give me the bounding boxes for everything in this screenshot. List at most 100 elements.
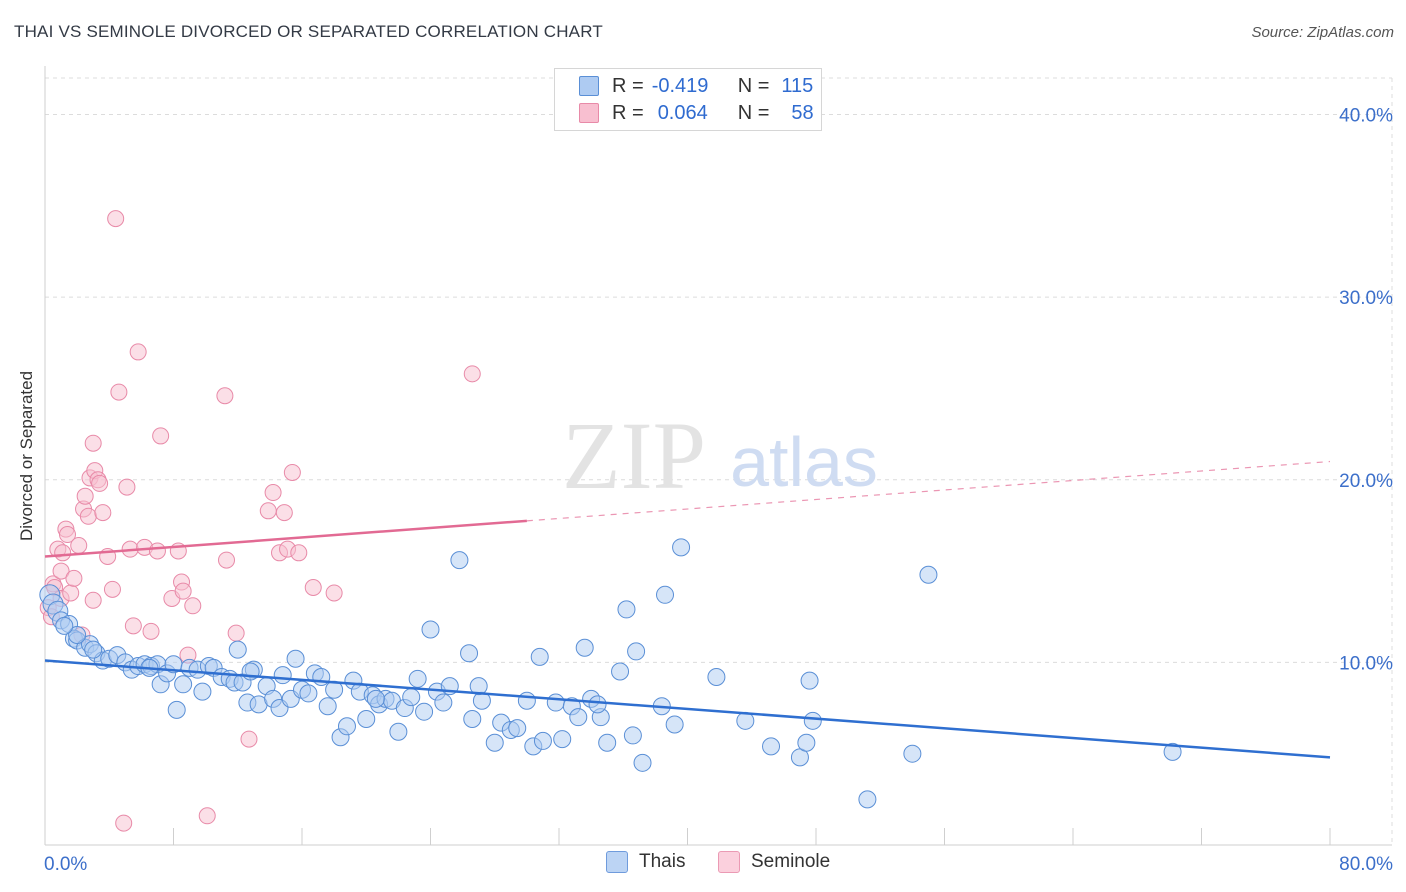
thais-legend-swatch bbox=[606, 851, 628, 873]
thais-legend-label: Thais bbox=[639, 851, 686, 872]
thai-point bbox=[1163, 742, 1182, 761]
y-tick-label: 20.0% bbox=[1339, 471, 1393, 492]
thai-point bbox=[508, 719, 527, 738]
thai-point bbox=[617, 600, 636, 619]
thai-point bbox=[408, 669, 427, 688]
thai-point bbox=[919, 565, 938, 584]
seminole-point bbox=[58, 526, 76, 544]
thai-r-label: R = bbox=[612, 74, 644, 97]
seminole-point bbox=[283, 463, 301, 481]
thai-point bbox=[553, 730, 572, 749]
seminole-legend-swatch bbox=[718, 851, 740, 873]
seminole-point bbox=[129, 343, 147, 361]
thai-point bbox=[598, 733, 617, 752]
y-tick-label: 40.0% bbox=[1339, 106, 1393, 127]
legend-row-seminole: R = 0.064 N = 58 bbox=[579, 101, 814, 125]
thai-point bbox=[389, 722, 408, 741]
thai-point bbox=[569, 708, 588, 727]
thai-r-value: -0.419 bbox=[651, 74, 709, 97]
x-tick-label: 80.0% bbox=[1339, 854, 1393, 875]
watermark-atlas: atlas bbox=[730, 423, 878, 501]
thai-point bbox=[762, 737, 781, 756]
thai-point bbox=[421, 620, 440, 639]
tick-labels: 10.0% 20.0% 30.0% 40.0% 0.0% 80.0% bbox=[44, 106, 1393, 875]
seminole-point bbox=[91, 474, 109, 492]
seminole-point bbox=[216, 387, 234, 405]
thai-point bbox=[800, 671, 819, 690]
thai-point bbox=[627, 642, 646, 661]
thai-point bbox=[469, 677, 488, 696]
seminole-point bbox=[148, 542, 166, 560]
seminole-point bbox=[174, 582, 192, 600]
thai-point bbox=[273, 666, 292, 685]
thai-point bbox=[575, 638, 594, 657]
thai-point bbox=[633, 753, 652, 772]
y-tick-label: 10.0% bbox=[1339, 653, 1393, 674]
thai-point bbox=[707, 667, 726, 686]
thai-point bbox=[286, 649, 305, 668]
legend-item-seminole[interactable]: Seminole bbox=[718, 851, 830, 873]
y-tick-label: 30.0% bbox=[1339, 288, 1393, 309]
axes bbox=[44, 66, 1392, 846]
thai-point bbox=[415, 702, 434, 721]
seminole-point bbox=[290, 544, 308, 562]
thai-point bbox=[533, 731, 552, 750]
seminole-point bbox=[259, 502, 277, 520]
thai-point bbox=[546, 693, 565, 712]
thai-point bbox=[588, 695, 607, 714]
seminole-point bbox=[463, 365, 481, 383]
seminole-point bbox=[70, 537, 88, 555]
seminole-point bbox=[107, 210, 125, 228]
seminole-point bbox=[218, 551, 236, 569]
seminole-point bbox=[110, 383, 128, 401]
thai-point bbox=[656, 585, 675, 604]
thai-point bbox=[434, 693, 453, 712]
seminole-point bbox=[240, 730, 258, 748]
seminole-point bbox=[103, 580, 121, 598]
thai-point bbox=[797, 733, 816, 752]
seminole-point bbox=[65, 569, 83, 587]
seminole-point bbox=[52, 562, 70, 580]
correlation-legend: R = -0.419 N = 115 R = 0.064 N = 58 bbox=[554, 68, 822, 131]
trend-lines bbox=[44, 460, 1331, 759]
thai-point bbox=[299, 684, 318, 703]
seminole-point bbox=[84, 591, 102, 609]
seminole-point bbox=[54, 544, 72, 562]
seminole-point bbox=[275, 504, 293, 522]
seminole-n-label: N = bbox=[737, 101, 770, 124]
thai-point bbox=[672, 538, 691, 557]
thai-point bbox=[623, 726, 642, 745]
thai-point bbox=[318, 697, 337, 716]
thai-n-label: N = bbox=[737, 74, 770, 97]
seminole-point bbox=[115, 814, 133, 832]
thai-point bbox=[402, 688, 421, 707]
chart-source: Source: ZipAtlas.com bbox=[1251, 24, 1394, 41]
thai-point bbox=[803, 711, 822, 730]
seminole-point bbox=[94, 504, 112, 522]
seminole-point bbox=[76, 487, 94, 505]
thai-n-value: 115 bbox=[781, 74, 814, 97]
thai-point bbox=[460, 644, 479, 663]
seminole-swatch bbox=[579, 103, 599, 123]
seminole-point bbox=[198, 807, 216, 825]
seminole-points bbox=[39, 210, 481, 832]
thai-point bbox=[84, 640, 103, 659]
thai-point bbox=[530, 647, 549, 666]
thai-point bbox=[68, 625, 87, 644]
seminole-point bbox=[62, 584, 80, 602]
thai-point bbox=[463, 709, 482, 728]
legend-item-thais[interactable]: Thais bbox=[606, 851, 685, 873]
thai-point bbox=[858, 790, 877, 809]
seminole-point bbox=[304, 579, 322, 597]
seminole-point bbox=[184, 597, 202, 615]
thai-point bbox=[337, 717, 356, 736]
seminole-point bbox=[84, 434, 102, 452]
seminole-point bbox=[118, 478, 136, 496]
thai-point bbox=[903, 744, 922, 763]
x-tick-label: 0.0% bbox=[44, 854, 87, 875]
thai-point bbox=[366, 689, 385, 708]
series-legend: Thais Seminole bbox=[0, 851, 1406, 877]
seminole-r-value: 0.064 bbox=[657, 101, 708, 124]
thai-swatch bbox=[579, 76, 599, 96]
